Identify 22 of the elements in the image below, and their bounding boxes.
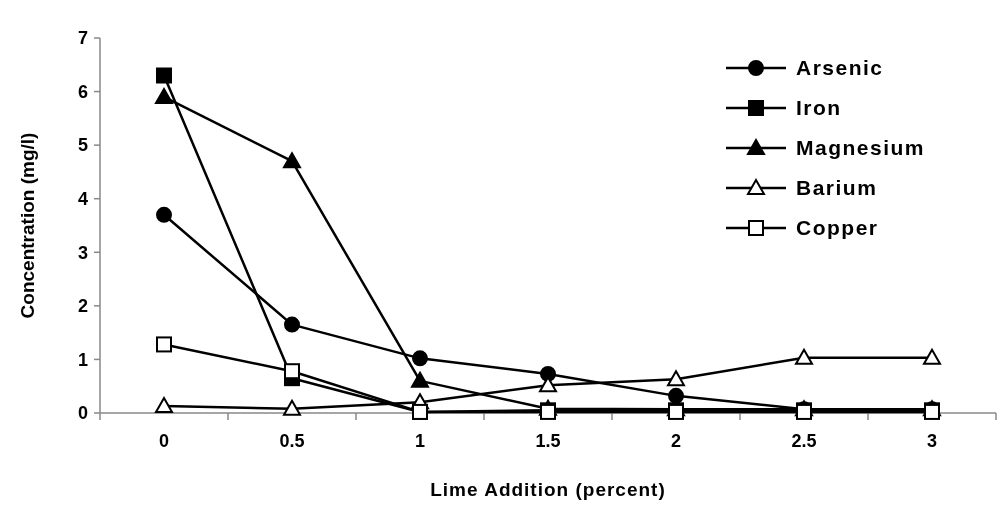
x-axis-title: Lime Addition (percent) — [430, 479, 666, 500]
y-tick-label: 4 — [77, 189, 88, 210]
legend-label: Barium — [796, 176, 878, 200]
y-tick-label: 6 — [77, 81, 88, 102]
legend-label: Copper — [796, 216, 879, 240]
legend-label: Arsenic — [796, 56, 884, 80]
y-axis-title: Concentration (mg/l) — [17, 132, 38, 319]
y-tick-label: 1 — [77, 349, 88, 370]
x-tick-label: 2.5 — [791, 431, 817, 451]
x-tick-label: 2 — [670, 431, 682, 451]
x-tick-label: 1 — [414, 431, 426, 451]
y-tick-label: 7 — [77, 28, 88, 49]
x-tick-label: 0.5 — [279, 431, 305, 451]
x-tick-label: 0 — [158, 431, 170, 451]
legend-label: Iron — [796, 96, 842, 120]
legend-label: Magnesium — [796, 136, 926, 160]
y-tick-label: 3 — [77, 242, 88, 263]
y-tick-label: 5 — [77, 135, 88, 156]
x-tick-label: 3 — [926, 431, 938, 451]
x-tick-label: 1.5 — [535, 431, 561, 451]
y-tick-label: 2 — [77, 296, 88, 317]
y-tick-label: 0 — [77, 403, 88, 424]
